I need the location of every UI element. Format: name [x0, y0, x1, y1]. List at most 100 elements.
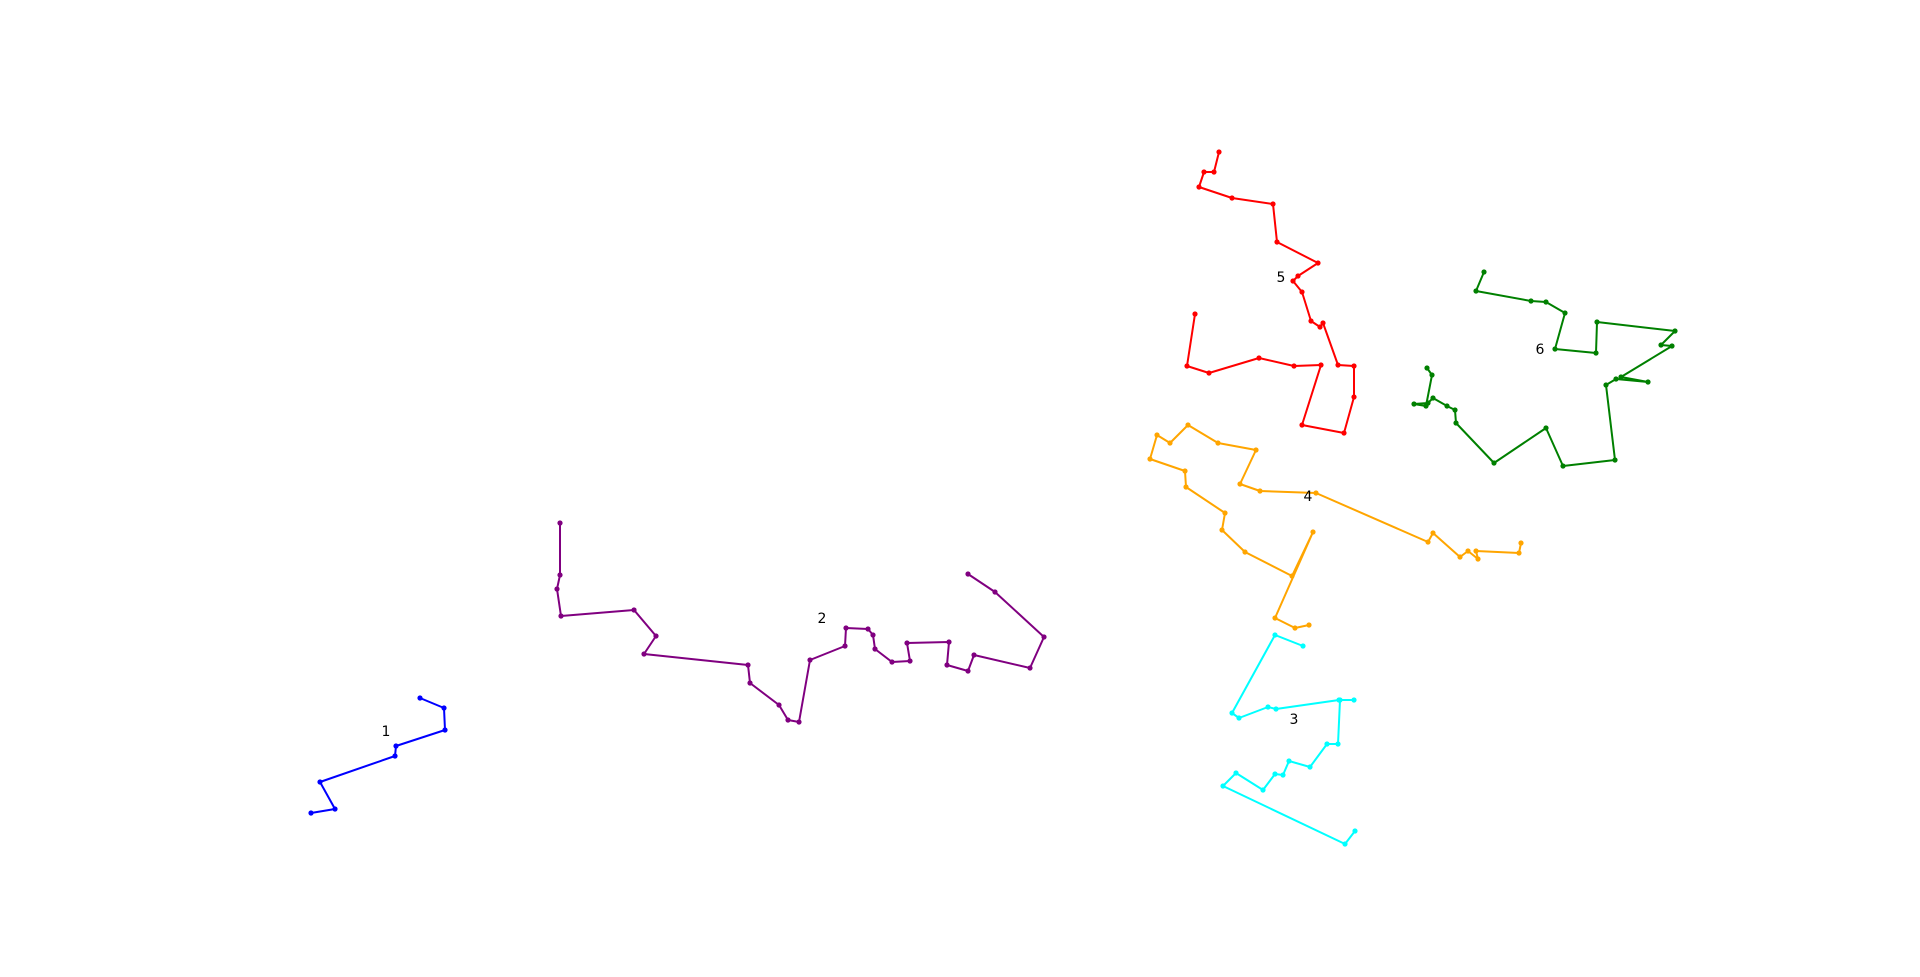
route-6-point — [1612, 457, 1617, 462]
route-5-point — [1216, 149, 1221, 154]
route-5-point — [1184, 363, 1189, 368]
route-5: 5 — [1184, 149, 1356, 435]
route-5-label: 5 — [1277, 270, 1286, 286]
route-6-point — [1423, 403, 1428, 408]
route-2-point — [889, 659, 894, 664]
route-4-point — [1306, 622, 1311, 627]
route-4-label: 4 — [1304, 489, 1313, 505]
route-2-point — [745, 662, 750, 667]
route-3-point — [1337, 697, 1342, 702]
route-3-point — [1307, 764, 1312, 769]
route-3-point — [1260, 787, 1265, 792]
route-3-point — [1351, 697, 1356, 702]
route-1-point — [441, 705, 446, 710]
route-2-point — [557, 572, 562, 577]
route-5-point — [1351, 363, 1356, 368]
route-3-point — [1265, 704, 1270, 709]
route-5-point — [1201, 169, 1206, 174]
route-4-point — [1182, 468, 1187, 473]
route-2-point — [1041, 634, 1046, 639]
route-3-point — [1286, 758, 1291, 763]
route-4-point — [1237, 481, 1242, 486]
route-5-point — [1320, 320, 1325, 325]
route-5-point — [1290, 278, 1295, 283]
route-1-label: 1 — [382, 724, 391, 740]
route-2-point — [653, 633, 658, 638]
route-2-point — [865, 626, 870, 631]
route-4-point — [1473, 548, 1478, 553]
route-4-point — [1313, 490, 1318, 495]
route-6-point — [1543, 425, 1548, 430]
route-6-point — [1618, 374, 1623, 379]
route-2-point — [796, 719, 801, 724]
route-6-point — [1593, 350, 1598, 355]
route-4-point — [1257, 488, 1262, 493]
route-2-point — [971, 652, 976, 657]
route-2-point — [785, 717, 790, 722]
route-5-point — [1206, 370, 1211, 375]
route-4-point — [1154, 432, 1159, 437]
route-6-point — [1424, 365, 1429, 370]
route-1-point — [417, 695, 422, 700]
route-3-point — [1324, 741, 1329, 746]
route-6-point — [1528, 298, 1533, 303]
route-3-point — [1272, 632, 1277, 637]
route-1-point — [442, 727, 447, 732]
route-3-point — [1280, 772, 1285, 777]
route-5-point — [1196, 184, 1201, 189]
route-6-point — [1411, 401, 1416, 406]
route-6-point — [1444, 403, 1449, 408]
route-2-point — [641, 651, 646, 656]
route-4: 4 — [1147, 422, 1523, 630]
route-3-point — [1335, 741, 1340, 746]
route-4-point — [1242, 549, 1247, 554]
route-3-point — [1229, 710, 1234, 715]
route-2-point — [747, 680, 752, 685]
route-5-point — [1299, 289, 1304, 294]
route-6-point — [1491, 460, 1496, 465]
route-3-point — [1220, 783, 1225, 788]
route-3-label: 3 — [1290, 712, 1299, 728]
route-5-point — [1295, 273, 1300, 278]
route-6-point — [1562, 310, 1567, 315]
route-1-point — [317, 779, 322, 784]
route-5-point — [1299, 422, 1304, 427]
route-3-point — [1300, 643, 1305, 648]
route-2-point — [965, 668, 970, 673]
route-5-point — [1274, 239, 1279, 244]
route-6-point — [1603, 382, 1608, 387]
route-3-point — [1352, 828, 1357, 833]
route-6-point — [1452, 407, 1457, 412]
route-2-point — [807, 657, 812, 662]
route-5-point — [1351, 394, 1356, 399]
route-2-point — [843, 625, 848, 630]
route-4-point — [1253, 447, 1258, 452]
route-4-point — [1185, 422, 1190, 427]
route-3-point — [1236, 715, 1241, 720]
route-3-point — [1233, 770, 1238, 775]
route-2-point — [776, 702, 781, 707]
route-6-point — [1669, 343, 1674, 348]
route-4-point — [1215, 440, 1220, 445]
route-6-label: 6 — [1536, 342, 1545, 358]
route-6-point — [1430, 395, 1435, 400]
route-6-point — [1453, 420, 1458, 425]
route-5-point — [1256, 355, 1261, 360]
route-2-line — [557, 523, 1044, 722]
route-1: 1 — [308, 695, 447, 815]
route-6-point — [1543, 299, 1548, 304]
route-6-point — [1672, 328, 1677, 333]
route-2: 2 — [554, 520, 1046, 724]
route-2-point — [1027, 665, 1032, 670]
route-5-point — [1270, 201, 1275, 206]
route-3: 3 — [1220, 632, 1357, 846]
route-1-point — [392, 753, 397, 758]
route-6-point — [1552, 346, 1557, 351]
route-3-line — [1223, 635, 1355, 844]
route-4-point — [1219, 527, 1224, 532]
route-4-point — [1425, 539, 1430, 544]
route-5-point — [1229, 195, 1234, 200]
route-6-point — [1645, 379, 1650, 384]
route-2-point — [992, 589, 997, 594]
route-6-point — [1613, 376, 1618, 381]
